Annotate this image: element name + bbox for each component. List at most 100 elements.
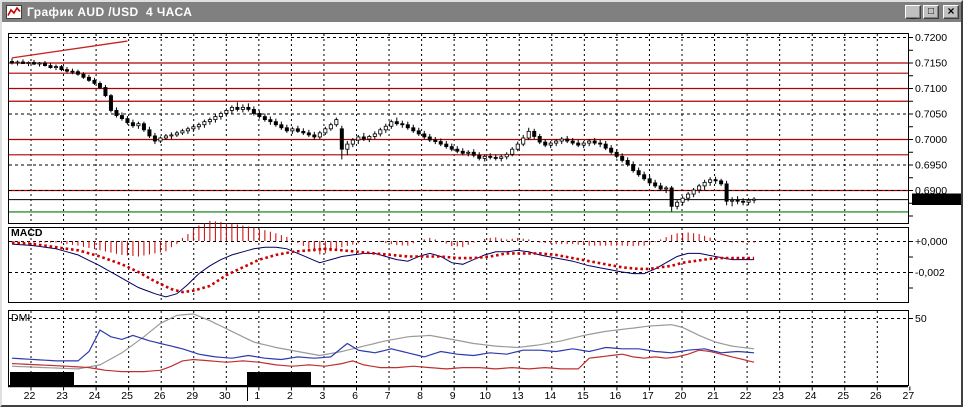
candle-body — [625, 160, 630, 165]
date-label: 25 — [121, 390, 133, 402]
dmi-label: DMI — [11, 312, 30, 324]
candle-body — [158, 137, 163, 142]
macd-histogram — [11, 220, 755, 257]
macd-tick-label: -0,002 — [915, 267, 945, 279]
candle-body — [455, 148, 460, 152]
candle-body — [279, 124, 284, 129]
candle-body — [37, 62, 42, 65]
candle-body — [669, 187, 674, 207]
candle-body — [257, 113, 262, 117]
candle-body — [504, 153, 509, 158]
candle-body — [609, 147, 614, 153]
candle-body — [48, 65, 53, 69]
maximize-button[interactable]: □ — [923, 5, 939, 19]
candle-body — [81, 73, 86, 78]
candle-body — [526, 130, 531, 139]
date-label: 22 — [740, 390, 752, 402]
date-label: 24 — [805, 390, 817, 402]
price-levels — [9, 37, 908, 213]
date-label: 21 — [707, 390, 719, 402]
candle-body — [422, 133, 427, 138]
candle-body — [675, 201, 680, 207]
date-label: 26 — [154, 390, 166, 402]
minimize-button[interactable]: _ — [905, 5, 921, 20]
candle-body — [75, 71, 80, 75]
candle-body — [691, 189, 696, 195]
candle-body — [741, 200, 746, 203]
candle-body — [213, 116, 218, 121]
candle-body — [658, 185, 663, 190]
candle-body — [416, 130, 421, 135]
candle-body — [620, 155, 625, 161]
price-tick-label: 0.7100 — [915, 83, 947, 95]
date-label: 23 — [56, 390, 68, 402]
candle-body — [614, 151, 619, 157]
candle-body — [477, 154, 482, 159]
candle-body — [174, 132, 179, 136]
candle-body — [207, 119, 212, 123]
candle-body — [70, 70, 75, 73]
plus-di-line — [11, 329, 755, 362]
candle-body — [147, 129, 152, 137]
candle-body — [515, 143, 520, 150]
candle-body — [59, 66, 64, 71]
date-label: 1 — [254, 390, 260, 402]
price-panel — [8, 33, 909, 224]
date-label: 8 — [417, 390, 423, 402]
adx-line — [11, 313, 755, 370]
candle-body — [482, 155, 487, 159]
candle-body — [730, 199, 735, 202]
candle-body — [180, 130, 185, 134]
candle-body — [664, 187, 669, 190]
titlebar[interactable]: График AUD /USD 4 ЧАСА _ □ × — [2, 2, 961, 22]
candle-body — [752, 198, 757, 201]
month-badge: Май 2019 — [247, 372, 311, 385]
candle-body — [284, 127, 289, 132]
candle-body — [64, 69, 69, 72]
macd-panel — [8, 227, 909, 303]
candle-body — [543, 141, 548, 146]
candle-body — [345, 143, 350, 150]
candle-body — [466, 151, 471, 154]
chart-client-area[interactable]: 0.7200 0.7150 0.7100 0.7050 0.7000 0.6950 0.69… — [2, 22, 961, 405]
month-badge-label: Май 2019 — [256, 373, 303, 385]
price-tick-label: 0.6950 — [915, 160, 947, 172]
minus-di-line — [11, 349, 755, 373]
date-label: 23 — [772, 390, 784, 402]
candle-body — [603, 143, 608, 149]
candle-body — [125, 118, 130, 124]
candle-body — [301, 130, 306, 134]
date-label: 6 — [352, 390, 358, 402]
date-label: 14 — [544, 390, 556, 402]
candle-body — [713, 179, 718, 182]
candle-body — [350, 139, 355, 145]
candle-body — [268, 119, 273, 123]
candle-body — [262, 116, 267, 121]
candle-body — [405, 124, 410, 129]
candle-body — [746, 199, 751, 203]
vertical-gridlines — [30, 34, 878, 384]
candle-body — [9, 61, 14, 64]
candle-body — [383, 125, 388, 131]
candle-body — [196, 124, 201, 128]
macd-signal-line — [11, 241, 755, 294]
candle-body — [218, 113, 223, 117]
candle-body — [53, 66, 58, 68]
date-label: 25 — [837, 390, 849, 402]
date-label: 15 — [577, 390, 589, 402]
dmi-panel — [8, 310, 909, 386]
candle-body — [735, 199, 740, 202]
date-label: 22 — [24, 390, 36, 402]
candle-body — [499, 156, 504, 159]
candle-body — [570, 140, 575, 144]
candle-body — [240, 106, 245, 110]
candle-body — [686, 193, 691, 199]
price-tick-label: 0.7150 — [915, 58, 947, 70]
close-button[interactable]: × — [943, 5, 959, 19]
candle-body — [554, 140, 559, 144]
candle-body — [202, 121, 207, 126]
date-label: 13 — [512, 390, 524, 402]
chart-canvas[interactable]: 0.72000.71500.71000.70500.70000.69500.69… — [2, 22, 961, 405]
candle-body — [290, 128, 295, 132]
candle-body — [152, 135, 157, 142]
